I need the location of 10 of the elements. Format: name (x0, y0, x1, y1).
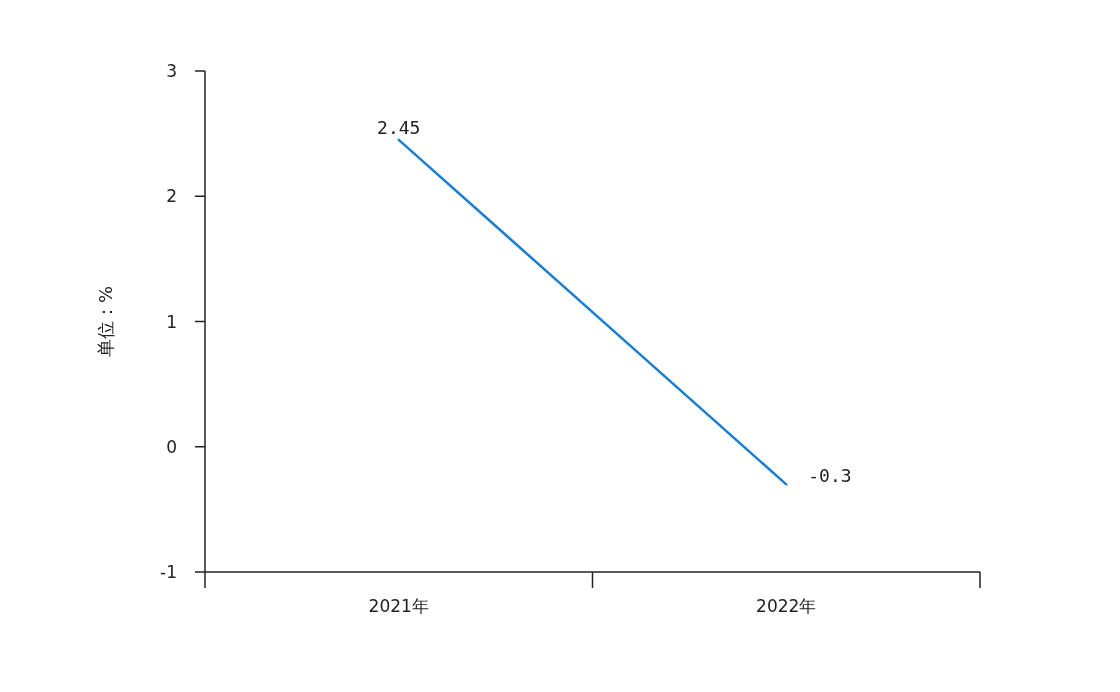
y-axis-title: 单位：% (95, 285, 116, 358)
y-tick-label: -1 (160, 562, 177, 582)
data-label: -0.3 (808, 465, 852, 487)
y-tick-label: 3 (166, 61, 177, 81)
x-tick-label: 2022年 (756, 596, 817, 616)
data-label: 2.45 (377, 116, 421, 138)
y-tick-label: 0 (166, 436, 177, 457)
x-tick-label: 2021年 (368, 596, 429, 616)
y-tick-label: 2 (166, 186, 177, 207)
y-tick-label: 1 (166, 311, 177, 332)
